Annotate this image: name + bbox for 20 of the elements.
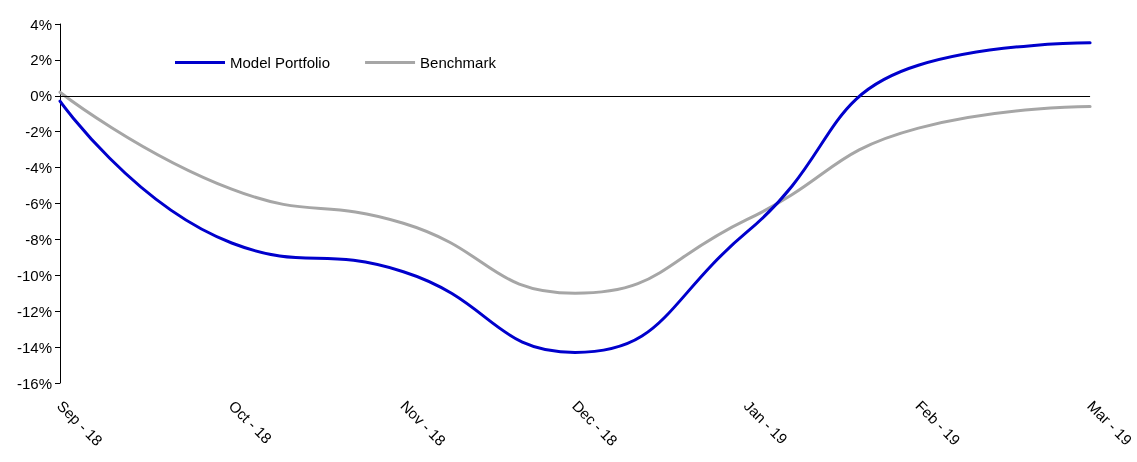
y-tick-label: -12% xyxy=(16,302,52,320)
x-tick-label: Mar - 19 xyxy=(1084,396,1136,449)
y-tick-label: -16% xyxy=(16,374,52,392)
x-tick-label: Nov - 18 xyxy=(397,396,450,450)
y-tick-label: -14% xyxy=(16,338,52,356)
y-tick-label: -4% xyxy=(25,159,52,177)
y-tick-label: -6% xyxy=(25,195,52,212)
y-tick-label: 4% xyxy=(30,15,52,33)
x-tick-label: Sep - 18 xyxy=(53,396,107,450)
legend-label: Benchmark xyxy=(420,54,497,71)
x-tick-label: Oct - 18 xyxy=(225,396,276,447)
x-tick-label: Feb - 19 xyxy=(912,396,964,449)
y-tick-label: -2% xyxy=(25,123,52,141)
y-tick-label: -10% xyxy=(16,266,52,284)
x-tick-label: Jan - 19 xyxy=(740,396,792,448)
legend-label: Model Portfolio xyxy=(230,54,331,71)
y-tick-label: 0% xyxy=(30,87,52,105)
y-tick-label: -8% xyxy=(25,230,52,248)
y-tick-label: 2% xyxy=(30,51,52,69)
x-tick-label: Dec - 18 xyxy=(569,396,622,450)
